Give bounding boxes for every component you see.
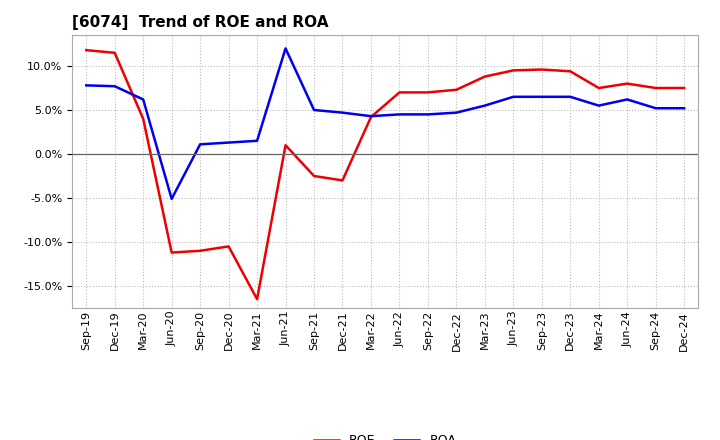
ROE bbox=[82, 48, 91, 53]
ROE bbox=[680, 85, 688, 91]
ROA bbox=[139, 97, 148, 102]
ROA bbox=[423, 112, 432, 117]
ROA bbox=[480, 103, 489, 108]
ROE bbox=[509, 68, 518, 73]
ROA bbox=[82, 83, 91, 88]
ROE bbox=[167, 250, 176, 255]
ROA bbox=[310, 107, 318, 113]
ROE bbox=[480, 74, 489, 79]
ROE bbox=[196, 248, 204, 253]
ROA bbox=[338, 110, 347, 115]
ROE bbox=[595, 85, 603, 91]
ROA bbox=[595, 103, 603, 108]
Line: ROA: ROA bbox=[86, 48, 684, 199]
Line: ROE: ROE bbox=[86, 50, 684, 299]
ROA bbox=[225, 140, 233, 145]
ROE bbox=[310, 173, 318, 179]
ROA bbox=[509, 94, 518, 99]
ROE bbox=[225, 244, 233, 249]
Text: [6074]  Trend of ROE and ROA: [6074] Trend of ROE and ROA bbox=[72, 15, 328, 30]
ROA bbox=[110, 84, 119, 89]
ROE bbox=[652, 85, 660, 91]
ROA bbox=[452, 110, 461, 115]
ROE bbox=[253, 297, 261, 302]
ROA bbox=[253, 138, 261, 143]
ROE bbox=[366, 114, 375, 120]
ROE bbox=[537, 67, 546, 72]
ROA bbox=[566, 94, 575, 99]
ROA bbox=[537, 94, 546, 99]
ROE bbox=[452, 87, 461, 92]
ROE bbox=[110, 50, 119, 55]
ROE bbox=[395, 90, 404, 95]
ROA bbox=[652, 106, 660, 111]
ROA bbox=[395, 112, 404, 117]
ROA bbox=[680, 106, 688, 111]
ROA bbox=[167, 196, 176, 202]
ROE bbox=[338, 178, 347, 183]
ROE bbox=[423, 90, 432, 95]
ROE bbox=[566, 69, 575, 74]
ROA bbox=[623, 97, 631, 102]
ROE bbox=[139, 116, 148, 121]
ROA bbox=[366, 114, 375, 119]
ROE bbox=[282, 143, 290, 148]
ROE bbox=[623, 81, 631, 86]
ROA bbox=[282, 46, 290, 51]
ROA bbox=[196, 142, 204, 147]
Legend: ROE, ROA: ROE, ROA bbox=[309, 429, 462, 440]
